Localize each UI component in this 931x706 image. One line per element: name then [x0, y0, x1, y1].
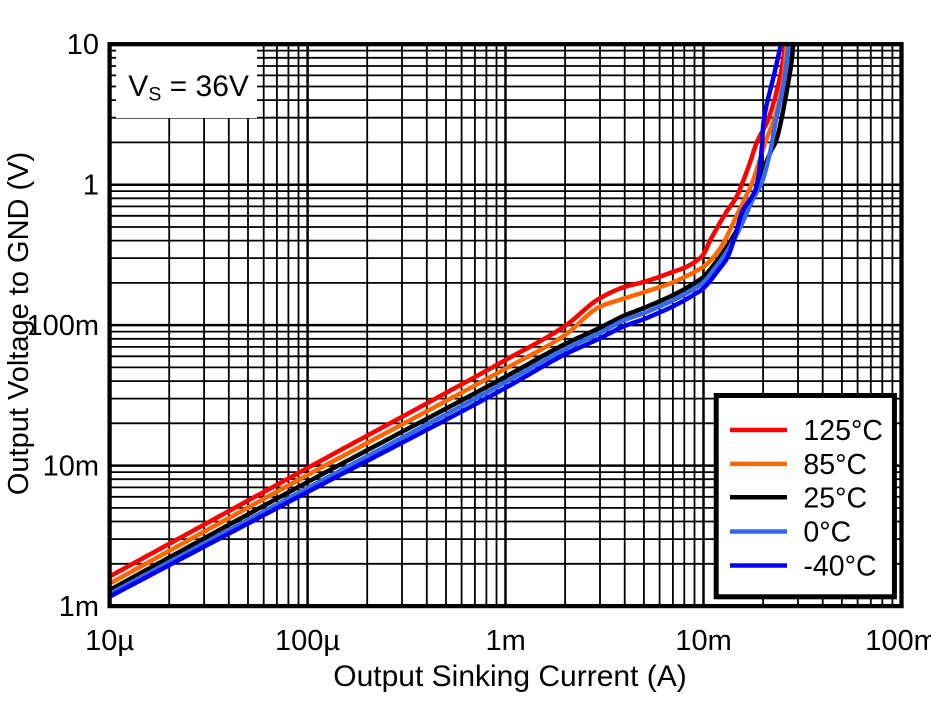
svg-text:Output Sinking Current (A): Output Sinking Current (A)	[333, 660, 686, 693]
svg-text:10m: 10m	[675, 625, 731, 657]
svg-text:VS = 36V: VS = 36V	[128, 70, 249, 106]
svg-text:85°C: 85°C	[803, 449, 867, 481]
svg-text:Output Voltage to GND (V): Output Voltage to GND (V)	[3, 152, 35, 495]
svg-text:1m: 1m	[485, 625, 525, 657]
svg-text:10m: 10m	[43, 451, 99, 483]
svg-text:10: 10	[67, 29, 99, 61]
svg-text:10µ: 10µ	[85, 625, 134, 657]
svg-text:100m: 100m	[865, 625, 931, 657]
svg-text:0°C: 0°C	[803, 517, 851, 549]
svg-text:1: 1	[83, 170, 99, 202]
svg-text:1m: 1m	[59, 591, 99, 623]
svg-text:125°C: 125°C	[803, 415, 883, 447]
svg-text:100µ: 100µ	[275, 625, 340, 657]
svg-text:25°C: 25°C	[803, 483, 867, 515]
svg-text:-40°C: -40°C	[803, 551, 876, 583]
svg-text:100m: 100m	[26, 310, 99, 342]
